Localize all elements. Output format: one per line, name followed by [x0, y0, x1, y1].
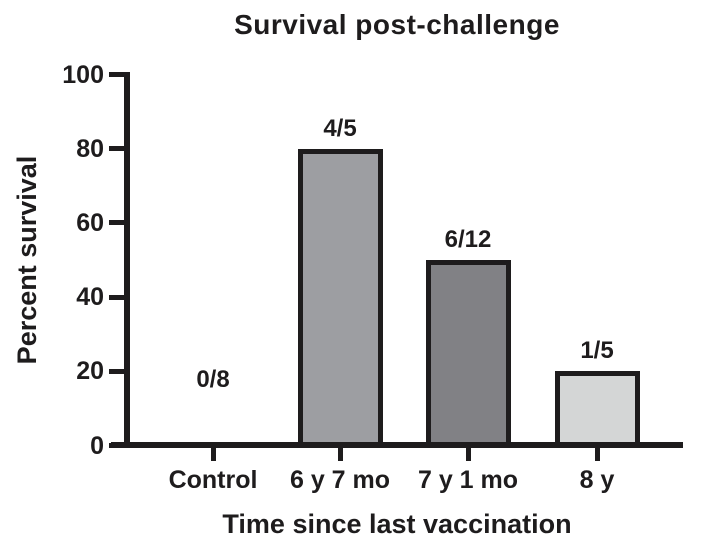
y-tick-label: 40	[76, 283, 104, 312]
y-tick-label: 80	[76, 134, 104, 163]
bar-value-label: 0/8	[196, 366, 230, 393]
bar-7-y-1-mo	[425, 260, 511, 448]
y-tick-label: 20	[76, 357, 104, 386]
y-axis-tick	[109, 220, 124, 226]
y-axis-line	[124, 72, 130, 448]
bar-value-label: 6/12	[444, 226, 492, 253]
x-axis-line	[111, 442, 683, 448]
x-axis-tick	[337, 445, 343, 461]
y-tick-label: 0	[90, 431, 104, 460]
y-axis-tick	[109, 146, 124, 152]
bar-8-y	[554, 371, 640, 448]
x-axis-title: Time since last vaccination	[222, 509, 572, 539]
x-category-label: 8 y	[579, 466, 615, 494]
y-axis-tick	[109, 443, 124, 448]
y-axis-tick	[109, 72, 124, 77]
x-category-label: 6 y 7 mo	[289, 466, 391, 494]
x-axis-tick	[465, 445, 471, 461]
y-tick-label: 100	[62, 60, 104, 89]
x-category-label: Control	[168, 466, 258, 494]
bar-value-label: 4/5	[323, 114, 357, 142]
bar-6-y-7-mo	[297, 148, 383, 448]
y-axis-tick	[109, 368, 124, 374]
bar-value-label: 1/5	[580, 337, 614, 365]
x-axis-tick	[210, 445, 216, 461]
y-axis-tick	[109, 294, 124, 300]
x-axis-tick	[594, 445, 600, 461]
x-category-label: 7 y 1 mo	[417, 466, 519, 494]
y-tick-label: 60	[76, 208, 104, 237]
chart-title: Survival post-challenge	[234, 9, 560, 40]
